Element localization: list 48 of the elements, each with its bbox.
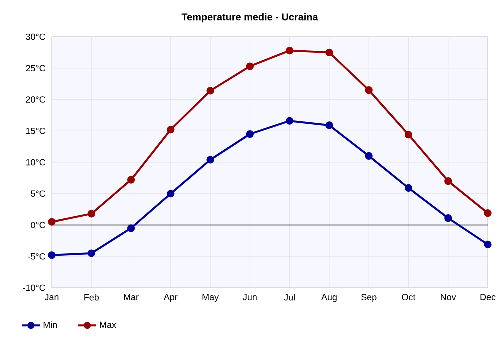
point <box>206 87 214 95</box>
point <box>246 62 254 70</box>
point <box>88 250 96 258</box>
x-tick-label: Sep <box>362 294 377 302</box>
y-tick-label: -5°C <box>28 253 46 260</box>
point <box>286 47 294 55</box>
legend-label: Max <box>100 322 116 328</box>
point <box>326 48 334 56</box>
point <box>484 210 492 218</box>
point <box>404 184 413 192</box>
legend-label: Min <box>44 322 58 328</box>
point <box>365 86 373 94</box>
x-tick-label: Mar <box>124 294 139 300</box>
point <box>444 214 452 222</box>
chart-title: Temperature medie - Ucraina <box>182 13 318 23</box>
point <box>444 178 452 186</box>
x-tick-label: Aug <box>321 294 337 302</box>
point <box>484 240 492 249</box>
x-tick-label: Dec <box>480 294 496 300</box>
point <box>127 176 136 184</box>
x-tick-label: Oct <box>402 294 416 301</box>
y-tick-label: -10°C <box>23 284 46 292</box>
point <box>286 117 294 125</box>
point <box>167 126 175 134</box>
y-tick-label: 30°C <box>26 34 46 40</box>
x-tick-label: Apr <box>164 294 178 302</box>
point <box>206 156 214 164</box>
point <box>326 122 334 130</box>
x-tick-label: Jan <box>44 294 59 300</box>
y-tick-label: 20°C <box>26 96 46 103</box>
x-tick-label: Jun <box>243 294 257 300</box>
point <box>88 210 96 218</box>
point <box>48 218 56 226</box>
point <box>404 131 413 139</box>
x-tick-label: May <box>202 294 219 302</box>
point <box>48 252 56 260</box>
x-tick-label: Feb <box>84 294 99 301</box>
y-tick-label: 0°C <box>31 222 46 228</box>
x-tick-label: Jul <box>284 294 295 301</box>
point <box>246 130 254 138</box>
y-tick-label: 5°C <box>31 190 46 198</box>
point <box>365 152 373 160</box>
point <box>127 224 136 232</box>
y-tick-label: 10°C <box>26 159 46 166</box>
y-tick-label: 15°C <box>26 128 46 134</box>
y-tick-label: 25°C <box>26 65 46 72</box>
point <box>167 190 175 198</box>
x-tick-label: Nov <box>441 294 456 300</box>
